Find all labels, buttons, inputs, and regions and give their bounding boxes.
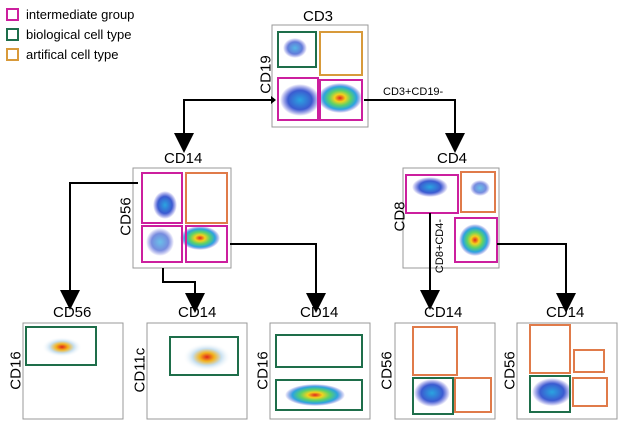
plot-left-mid	[132, 167, 232, 269]
legend-swatch-orange	[6, 47, 19, 61]
gate-label-cd8-cd4: CD8+CD4-	[434, 218, 446, 274]
gate-label-cd3-cd19: CD3+CD19-	[383, 86, 444, 98]
legend-label: biological cell type	[26, 26, 132, 42]
plot-b5-y-label: CD56	[501, 351, 519, 390]
legend-swatch-green	[6, 27, 19, 41]
plot-b2-x-label: CD14	[178, 304, 217, 321]
plot-b1	[22, 322, 124, 420]
legend-label: artifical cell type	[26, 46, 119, 62]
plot-right-mid-y-label: CD8	[391, 201, 409, 232]
plot-b3-y-label: CD16	[254, 351, 272, 390]
plot-left-mid-x-label: CD14	[164, 150, 203, 167]
plot-top	[271, 24, 369, 128]
legend-label: intermediate group	[26, 6, 135, 22]
plot-left-mid-y-label: CD56	[117, 197, 135, 236]
plot-b5-x-label: CD14	[546, 304, 585, 321]
plot-top-y-label: CD19	[257, 55, 275, 94]
arrows	[60, 96, 576, 313]
legend-item-intermediate: intermediate group	[6, 5, 134, 23]
plot-b1-y-label: CD16	[7, 351, 25, 390]
plot-b2-y-label: CD11c	[131, 347, 149, 393]
legend-item-biological: biological cell type	[6, 25, 132, 43]
plot-b4	[394, 322, 496, 420]
plot-b2	[146, 322, 248, 420]
plot-b4-x-label: CD14	[424, 304, 463, 321]
plot-b3-x-label: CD14	[300, 304, 339, 321]
plot-b4-y-label: CD56	[378, 351, 396, 390]
plot-top-x-label: CD3	[303, 8, 334, 25]
plot-b3	[269, 322, 371, 420]
plot-right-mid	[402, 167, 500, 269]
plot-b5	[516, 322, 618, 420]
legend-item-artificial: artifical cell type	[6, 45, 118, 63]
plot-b1-x-label: CD56	[53, 304, 92, 321]
plot-right-mid-x-label: CD4	[437, 150, 468, 167]
legend-swatch-magenta	[6, 7, 19, 21]
